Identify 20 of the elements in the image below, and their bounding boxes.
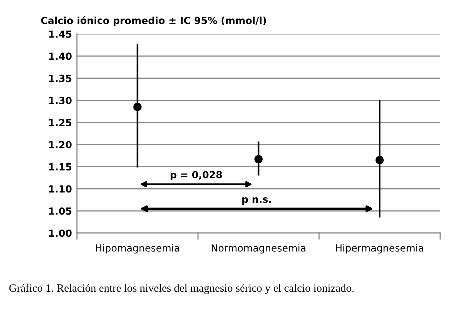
point <box>254 155 263 164</box>
x-tick-label: Hipermagnesemia <box>336 244 424 254</box>
y-tick-label: 1.05 <box>49 208 72 215</box>
y-tick-label: 1.40 <box>49 52 72 60</box>
y-tick-label: 1.10 <box>49 185 72 193</box>
y-tick-label: 1.25 <box>49 119 72 127</box>
y-tick-label: 1.00 <box>49 230 72 238</box>
y-tick-label: 1.35 <box>49 74 72 82</box>
point <box>376 156 384 164</box>
y-tick-label: 1.20 <box>49 141 72 149</box>
y-tick-label: 1.45 <box>49 30 72 38</box>
y-tick-label: 1.30 <box>49 97 72 104</box>
text: Gráfico 1. Relación entre los niveles del magnesio sérico y el calcio ionizado. <box>10 284 354 294</box>
x-tick-label: Normomagnesemia <box>212 244 306 254</box>
point <box>134 103 142 112</box>
y-tick-label: 1.15 <box>49 164 72 171</box>
x-tick-label: Hipomagnesemia <box>96 244 180 254</box>
y-axis-title: Calcio iónico promedio ± IC 95% (mmol/l) <box>41 16 266 26</box>
annotation: p n.s. <box>242 198 272 205</box>
annotation: p = 0,028 <box>170 171 222 181</box>
